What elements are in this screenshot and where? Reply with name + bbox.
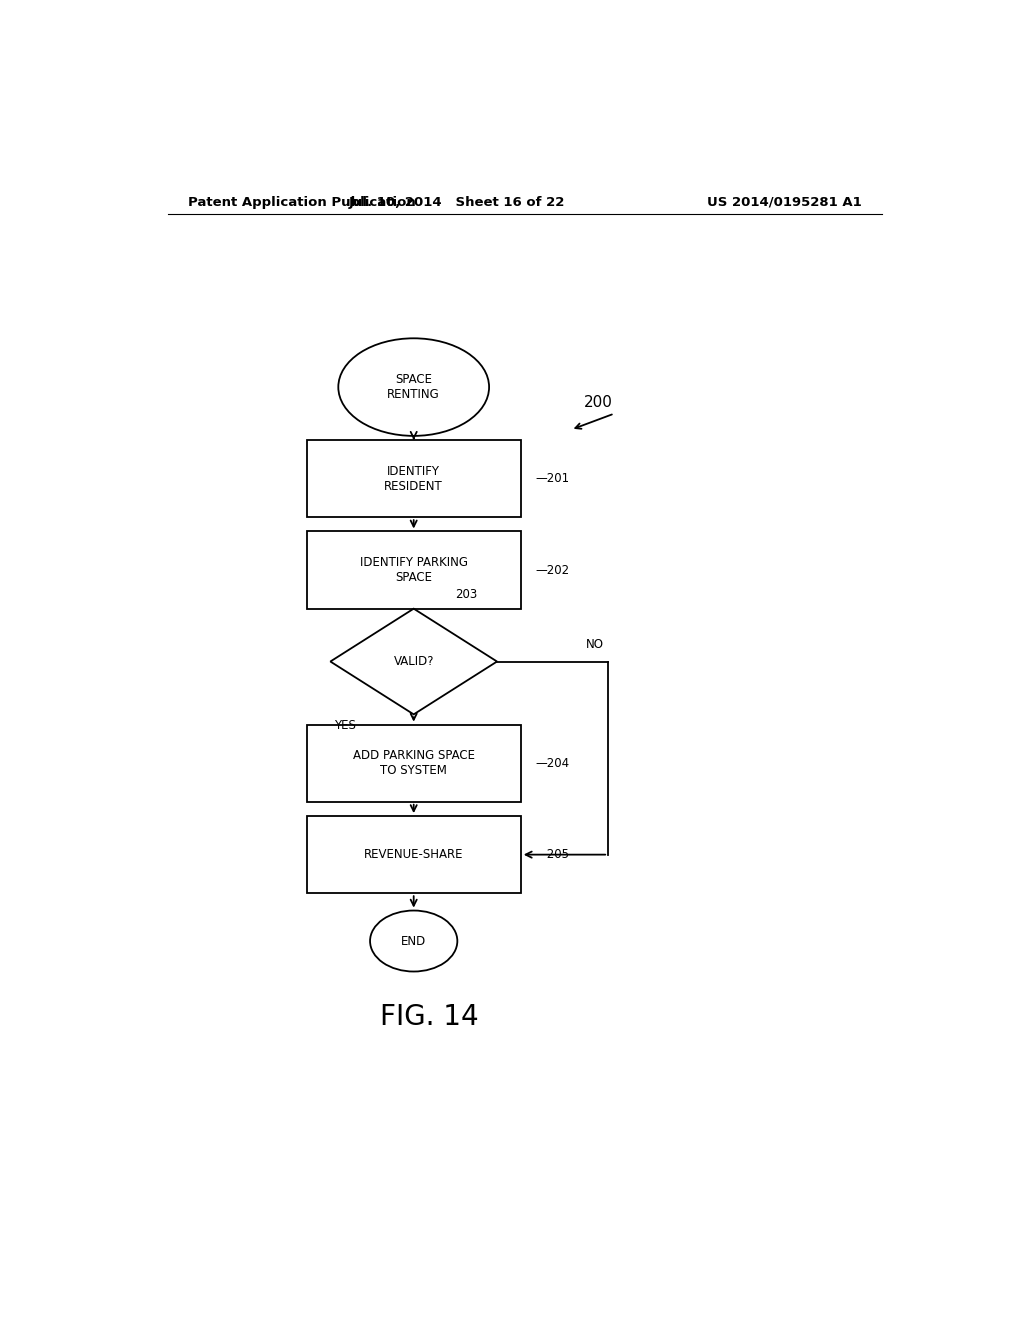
Text: SPACE
RENTING: SPACE RENTING [387,374,440,401]
Text: Patent Application Publication: Patent Application Publication [187,195,416,209]
Text: REVENUE-SHARE: REVENUE-SHARE [364,849,464,861]
Bar [306,440,521,517]
Text: YES: YES [334,719,356,733]
Text: —201: —201 [536,473,569,484]
Text: IDENTIFY PARKING
SPACE: IDENTIFY PARKING SPACE [359,556,468,583]
Text: —204: —204 [536,756,569,770]
Text: Jul. 10, 2014   Sheet 16 of 22: Jul. 10, 2014 Sheet 16 of 22 [349,195,565,209]
Text: IDENTIFY
RESIDENT: IDENTIFY RESIDENT [384,465,443,492]
Bar [306,816,521,894]
Text: NO: NO [586,639,604,651]
Text: FIG. 14: FIG. 14 [380,1003,479,1031]
Text: END: END [401,935,426,948]
Text: US 2014/0195281 A1: US 2014/0195281 A1 [708,195,862,209]
Bar [306,725,521,801]
Text: —205: —205 [536,849,569,861]
Text: —202: —202 [536,564,569,577]
Text: ADD PARKING SPACE
TO SYSTEM: ADD PARKING SPACE TO SYSTEM [352,750,475,777]
Text: 200: 200 [585,395,613,409]
Text: 203: 203 [456,587,477,601]
Bar [306,532,521,609]
Text: VALID?: VALID? [393,655,434,668]
